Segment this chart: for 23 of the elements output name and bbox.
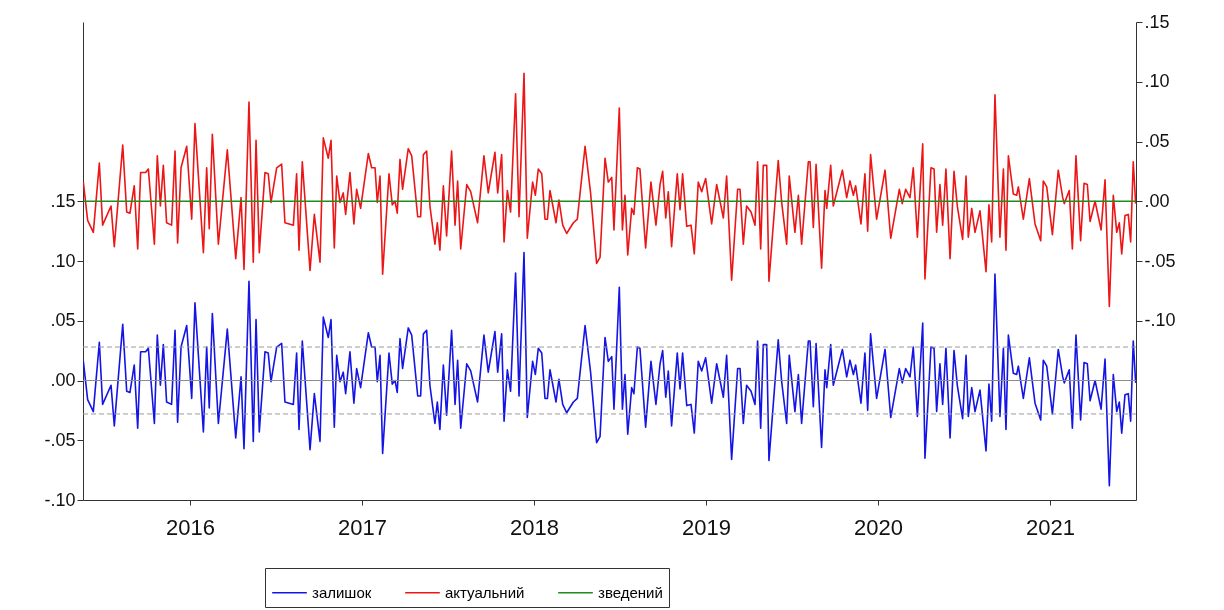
y2-tick-label: .05	[1144, 131, 1170, 151]
y2-tick-label: -.05	[1144, 250, 1176, 271]
y-tick-label: .15	[50, 190, 76, 211]
y2-tick-label: .15	[1144, 11, 1170, 32]
y-tick-label: .00	[50, 370, 76, 390]
y2-tick-label: .00	[1144, 190, 1170, 211]
x-tick-label: 2021	[1026, 514, 1075, 540]
legend-label: зведений	[598, 583, 663, 601]
legend-label: залишок	[312, 583, 372, 601]
x-tick-label: 2016	[166, 514, 215, 540]
x-tick-label: 2018	[510, 514, 559, 540]
x-tick-label: 2020	[854, 514, 903, 540]
x-tick-label: 2019	[682, 514, 731, 540]
line-series	[83, 72, 1136, 308]
y2-tick-label: -.10	[1144, 310, 1176, 331]
y-tick-label: -.10	[44, 489, 76, 510]
y-tick-label: .10	[50, 250, 76, 271]
y2-tick-label: .10	[1144, 71, 1170, 92]
y-tick-label: .05	[50, 310, 76, 331]
line-series	[83, 251, 1136, 487]
legend-label: актуальний	[445, 583, 525, 601]
x-tick-label: 2017	[338, 514, 387, 540]
y-tick-label: -.05	[44, 429, 76, 450]
